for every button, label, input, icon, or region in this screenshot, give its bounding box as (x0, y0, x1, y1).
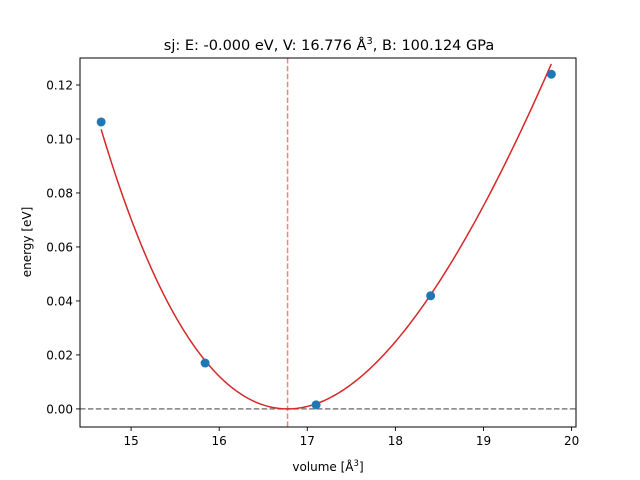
x-tick-label: 19 (476, 434, 491, 448)
x-tick-label: 16 (212, 434, 227, 448)
data-point (96, 117, 106, 127)
x-tick-label: 20 (564, 434, 579, 448)
data-point (311, 400, 321, 410)
x-axis-label-text: volume [Å (292, 459, 354, 474)
axes-frame (79, 57, 577, 428)
plot-area: 15 16 17 18 19 20 0.00 0.02 0.04 0.06 0.08 0.10 0.12 (46, 57, 579, 448)
title-text-end: , B: 100.124 GPa (373, 38, 494, 54)
x-axis-label-sup: 3 (354, 459, 359, 469)
x-axis-label-end: ] (359, 460, 364, 474)
x-tick-label: 18 (388, 434, 403, 448)
data-point (200, 358, 210, 368)
data-point (546, 69, 556, 79)
y-tick-label: 0.06 (46, 240, 73, 254)
chart-title: sj: E: -0.000 eV, V: 16.776 Å3, B: 100.1… (164, 36, 494, 54)
y-axis-label: energy [eV] (20, 207, 34, 278)
y-tick-label: 0.00 (46, 402, 73, 416)
y-tick-label: 0.04 (46, 294, 73, 308)
y-tick-label: 0.08 (46, 186, 73, 200)
x-tick-label: 15 (123, 434, 138, 448)
title-text: sj: E: -0.000 eV, V: 16.776 Å (164, 37, 367, 54)
fit-curve (100, 63, 553, 410)
x-tick-label: 17 (300, 434, 315, 448)
y-tick-label: 0.02 (46, 348, 73, 362)
title-superscript: 3 (366, 36, 372, 47)
x-axis-label: volume [Å3] (292, 459, 363, 474)
y-tick-label: 0.12 (46, 78, 73, 92)
y-tick-label: 0.10 (46, 132, 73, 146)
data-point (426, 291, 436, 301)
